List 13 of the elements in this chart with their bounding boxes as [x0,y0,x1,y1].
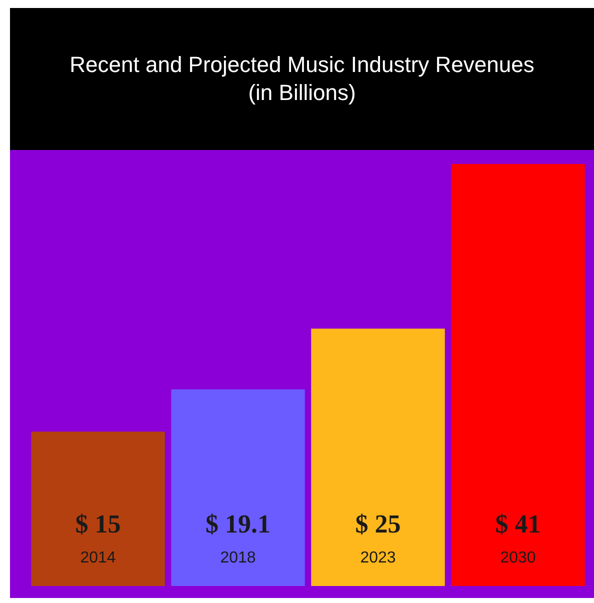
chart-title: Recent and Projected Music Industry Revenues (in Billions) [68,51,536,107]
x-tick-label: 2014 [80,549,116,566]
x-tick-label: 2023 [360,549,396,566]
data-label: $ 19.1 [206,510,270,539]
bar [31,432,165,586]
bar [451,164,585,586]
bar [311,328,445,586]
x-tick-label: 2030 [500,549,536,566]
data-label: $ 41 [495,510,541,539]
bar [171,389,305,586]
data-label: $ 15 [75,510,121,539]
data-label: $ 25 [355,510,401,539]
x-tick-label: 2018 [220,549,256,566]
